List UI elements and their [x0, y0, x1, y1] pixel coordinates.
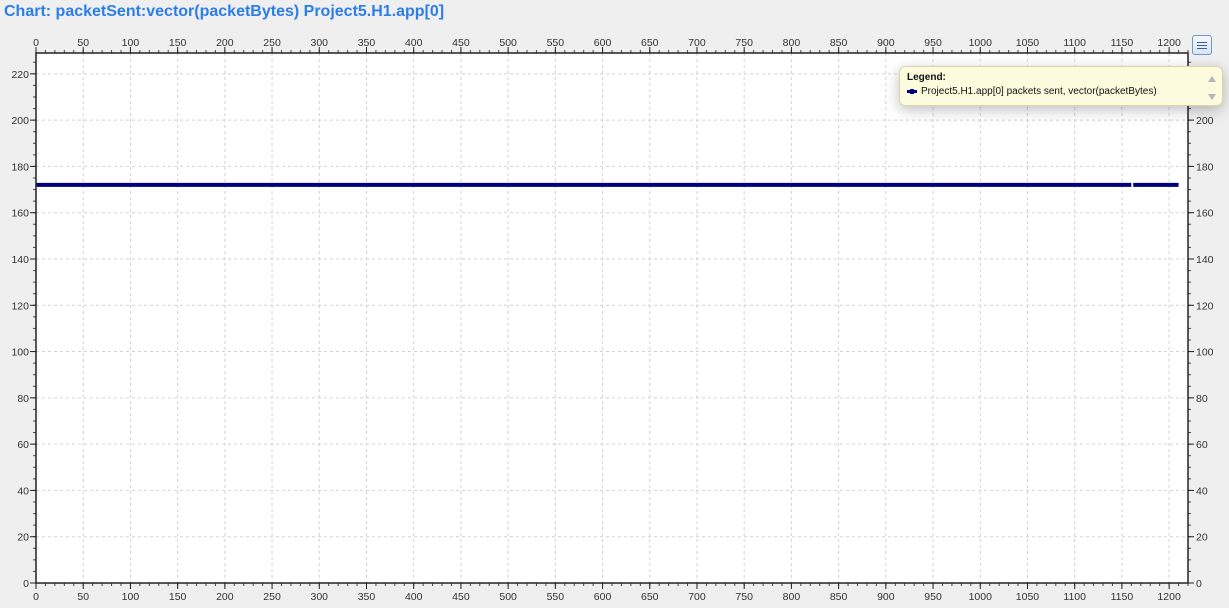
x-tick-label-top: 250 — [263, 37, 281, 49]
x-tick-label-bottom: 1150 — [1111, 591, 1134, 603]
y-tick-label-left: 140 — [11, 254, 29, 266]
x-tick-label-top: 1100 — [1063, 37, 1086, 49]
plot-area — [36, 53, 1188, 583]
y-tick-label-left: 40 — [17, 485, 29, 497]
x-tick-label-top: 0 — [33, 37, 39, 49]
x-tick-label-top: 50 — [77, 37, 89, 49]
x-tick-label-bottom: 200 — [216, 591, 234, 603]
x-tick-label-bottom: 300 — [311, 591, 329, 603]
legend-entry-label: Project5.H1.app[0] packets sent, vector(… — [921, 86, 1157, 97]
y-tick-label-left: 220 — [11, 69, 29, 81]
x-tick-label-bottom: 950 — [924, 591, 942, 603]
y-tick-label-left: 160 — [11, 208, 29, 220]
x-tick-label-bottom: 650 — [641, 591, 659, 603]
x-tick-label-bottom: 850 — [830, 591, 848, 603]
legend-title: Legend: — [907, 72, 946, 83]
y-tick-label-left: 80 — [17, 393, 29, 405]
x-tick-label-top: 1000 — [969, 37, 993, 49]
x-tick-label-bottom: 1050 — [1016, 591, 1040, 603]
y-tick-label-right: 80 — [1196, 393, 1208, 405]
x-tick-label-bottom: 400 — [405, 591, 423, 603]
y-tick-label-right: 0 — [1196, 578, 1202, 590]
x-tick-label-bottom: 450 — [452, 591, 470, 603]
x-tick-label-bottom: 700 — [688, 591, 706, 603]
x-tick-label-top: 700 — [688, 37, 706, 49]
x-tick-label-bottom: 100 — [122, 591, 140, 603]
y-tick-label-left: 120 — [11, 300, 29, 312]
x-tick-label-bottom: 750 — [735, 591, 753, 603]
y-tick-label-right: 140 — [1196, 254, 1214, 266]
y-tick-label-left: 20 — [17, 532, 29, 544]
legend-swatch — [907, 89, 917, 94]
x-tick-label-top: 500 — [499, 37, 517, 49]
y-tick-label-left: 60 — [17, 439, 29, 451]
y-tick-label-right: 200 — [1196, 115, 1214, 127]
x-tick-label-bottom: 250 — [263, 591, 281, 603]
x-tick-label-top: 550 — [547, 37, 565, 49]
x-tick-label-bottom: 800 — [783, 591, 801, 603]
legend-toggle-button[interactable] — [1192, 35, 1212, 55]
x-tick-label-bottom: 1000 — [969, 591, 993, 603]
x-tick-label-top: 150 — [169, 37, 187, 49]
chart-title: Chart: packetSent:vector(packetBytes) Pr… — [4, 3, 445, 20]
x-tick-label-bottom: 0 — [33, 591, 39, 603]
x-tick-label-top: 300 — [311, 37, 329, 49]
x-tick-label-bottom: 600 — [594, 591, 612, 603]
x-tick-label-bottom: 1100 — [1063, 591, 1086, 603]
y-tick-label-left: 200 — [11, 115, 29, 127]
x-tick-label-top: 1050 — [1016, 37, 1040, 49]
x-tick-label-top: 950 — [924, 37, 942, 49]
x-tick-label-top: 350 — [358, 37, 376, 49]
x-tick-label-top: 1200 — [1157, 37, 1181, 49]
x-tick-label-top: 750 — [735, 37, 753, 49]
y-tick-label-right: 20 — [1196, 532, 1208, 544]
y-tick-label-left: 180 — [11, 161, 29, 173]
x-tick-label-bottom: 50 — [77, 591, 89, 603]
x-tick-label-top: 1150 — [1111, 37, 1134, 49]
y-tick-label-right: 160 — [1196, 208, 1214, 220]
axes-frame — [35, 52, 1189, 584]
list-icon — [1197, 41, 1207, 49]
x-tick-label-bottom: 150 — [169, 591, 187, 603]
x-tick-label-bottom: 500 — [499, 591, 517, 603]
x-tick-label-top: 650 — [641, 37, 659, 49]
y-tick-label-right: 40 — [1196, 485, 1208, 497]
x-tick-label-top: 900 — [877, 37, 895, 49]
x-tick-label-top: 850 — [830, 37, 848, 49]
x-tick-label-bottom: 550 — [547, 591, 565, 603]
x-tick-label-bottom: 900 — [877, 591, 895, 603]
legend-entry: Project5.H1.app[0] packets sent, vector(… — [907, 86, 1157, 97]
x-tick-label-top: 100 — [122, 37, 140, 49]
x-tick-label-top: 800 — [783, 37, 801, 49]
x-tick-label-bottom: 1200 — [1157, 591, 1181, 603]
x-tick-label-top: 600 — [594, 37, 612, 49]
legend-panel: Legend: Project5.H1.app[0] packets sent,… — [899, 66, 1223, 106]
y-tick-label-left: 0 — [23, 578, 29, 590]
y-tick-label-right: 100 — [1196, 347, 1214, 359]
x-tick-label-top: 450 — [452, 37, 470, 49]
x-tick-label-top: 400 — [405, 37, 423, 49]
y-tick-label-right: 120 — [1196, 300, 1214, 312]
scroll-up-arrow-icon[interactable] — [1208, 76, 1216, 82]
y-tick-label-right: 180 — [1196, 161, 1214, 173]
y-tick-label-right: 60 — [1196, 439, 1208, 451]
x-tick-label-top: 200 — [216, 37, 234, 49]
y-tick-label-left: 100 — [11, 347, 29, 359]
x-tick-label-bottom: 350 — [358, 591, 376, 603]
scroll-down-arrow-icon[interactable] — [1208, 94, 1216, 100]
